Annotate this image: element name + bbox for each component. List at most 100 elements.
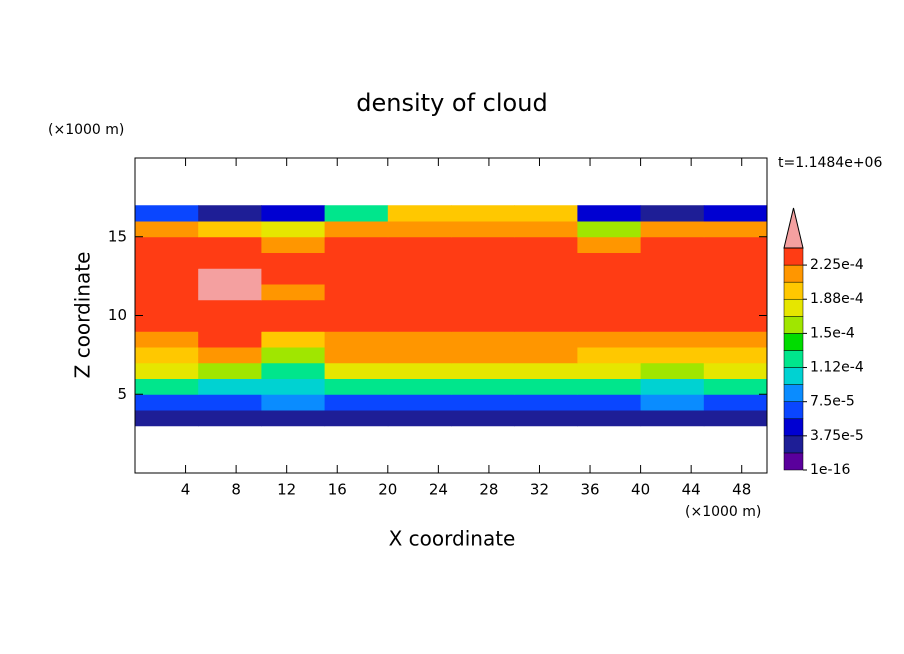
colorbar-extend (783, 207, 804, 249)
field-cell (451, 268, 515, 285)
field-cell (451, 394, 515, 411)
field-cell (261, 394, 326, 411)
field-cell (135, 394, 199, 411)
colorbar-band (783, 384, 804, 402)
field-cell (640, 347, 705, 364)
field-cell (451, 347, 515, 364)
field-cell (198, 284, 262, 301)
x-tick-label: 40 (631, 481, 650, 499)
field-cell (261, 299, 326, 316)
colorbar-tick-label: 3.75e-5 (810, 428, 864, 444)
x-tick-label: 4 (181, 481, 191, 499)
colorbar-tick-label: 2.25e-4 (810, 257, 864, 273)
field-cell (135, 268, 199, 285)
field-cell (135, 378, 199, 395)
field-cell (577, 221, 642, 238)
field-cell (135, 410, 199, 427)
field-cell (703, 221, 768, 238)
x-tick-label: 24 (429, 481, 448, 499)
field-cell (703, 394, 768, 411)
field-cell (451, 236, 515, 253)
field-cell (514, 252, 578, 269)
field-cell (198, 205, 262, 222)
field-cell (577, 315, 642, 332)
colorbar-tick-label: 1.5e-4 (810, 325, 855, 341)
field-cell (451, 284, 515, 301)
field-cell (135, 331, 199, 348)
x-axis-label: X coordinate (389, 527, 516, 551)
field-cell (640, 378, 705, 395)
field-cell (261, 236, 326, 253)
colorbar-band (783, 281, 804, 300)
colorbar-band (783, 316, 804, 334)
field-cell (261, 347, 326, 364)
x-tick-label: 36 (580, 481, 599, 499)
field-cell (703, 410, 768, 427)
field-cell (514, 284, 578, 301)
y-tick-label: 5 (117, 385, 127, 403)
colorbar-band (783, 401, 804, 420)
field-cell (514, 205, 578, 222)
field-cell (261, 221, 326, 238)
field-cell (135, 221, 199, 238)
field-cell (324, 252, 389, 269)
field-cell (198, 331, 262, 348)
field-cell (514, 221, 578, 238)
field-cell (703, 284, 768, 301)
field-cell (261, 284, 326, 301)
field-cell (514, 268, 578, 285)
field-cell (514, 347, 578, 364)
field-cell (703, 315, 768, 332)
time-annotation: t=1.1484e+06 (778, 155, 882, 171)
field-cell (387, 205, 452, 222)
field-cell (514, 410, 578, 427)
field-cell (514, 236, 578, 253)
x-unit: (×1000 m) (685, 504, 761, 520)
field-cell (198, 268, 262, 285)
field-cell (324, 331, 389, 348)
field-cell (451, 299, 515, 316)
field-cell (135, 347, 199, 364)
field-cell (703, 347, 768, 364)
field-cell (640, 268, 705, 285)
colorbar-band (783, 367, 804, 385)
field-cell (387, 378, 452, 395)
colorbar-band (783, 333, 804, 351)
field-cell (640, 252, 705, 269)
field-cell (387, 252, 452, 269)
field-cell (703, 236, 768, 253)
field-cell (198, 347, 262, 364)
field-cell (577, 378, 642, 395)
field-cell (577, 362, 642, 379)
field-cell (703, 205, 768, 222)
field-cell (135, 362, 199, 379)
colorbar-band (783, 418, 804, 437)
field-cell (198, 299, 262, 316)
field-cell (640, 315, 705, 332)
x-tick-label: 28 (479, 481, 498, 499)
colorbar-tick-label: 1.88e-4 (810, 291, 864, 307)
field-cell (577, 331, 642, 348)
field-cell (198, 315, 262, 332)
x-tick-label: 8 (231, 481, 241, 499)
field-cell (198, 378, 262, 395)
colorbar-band (783, 298, 804, 317)
field-cell (135, 284, 199, 301)
field-cell (514, 299, 578, 316)
field-cell (451, 315, 515, 332)
field-cell (451, 362, 515, 379)
field-cell (387, 362, 452, 379)
field-cell (387, 315, 452, 332)
field-cell (261, 362, 326, 379)
field-cell (324, 299, 389, 316)
field-cell (135, 252, 199, 269)
field-cell (135, 236, 199, 253)
x-tick-label: 12 (277, 481, 296, 499)
field-cell (261, 315, 326, 332)
field-cell (324, 410, 389, 427)
x-tick-label: 48 (732, 481, 751, 499)
colorbar-band (783, 350, 804, 368)
field-cell (324, 236, 389, 253)
field-cell (640, 221, 705, 238)
